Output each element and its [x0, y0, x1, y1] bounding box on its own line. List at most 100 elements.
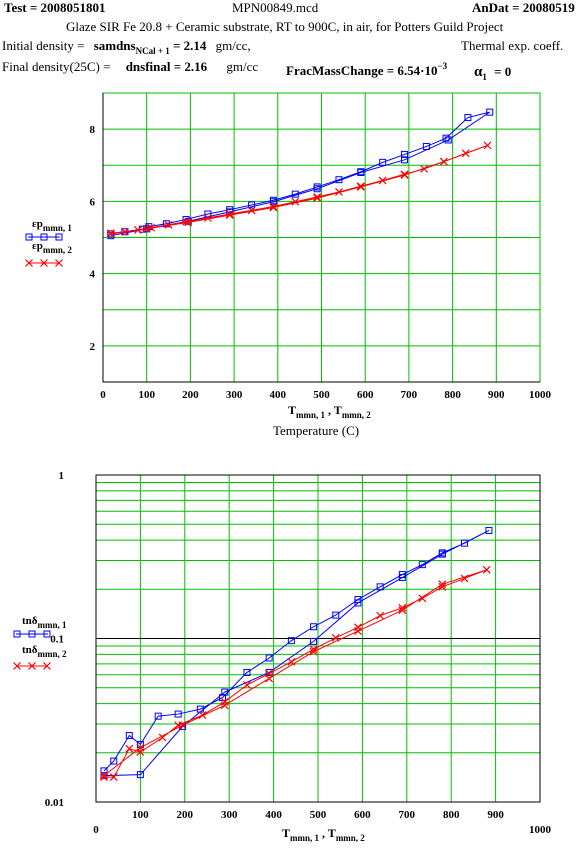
chart1-series-2-point — [291, 197, 300, 206]
chart1-series-1-point — [291, 190, 299, 198]
chart1-series-1-point — [269, 198, 277, 206]
final-density-label: Final density(25C) = dnsfinal = 2.16 gm/… — [2, 59, 259, 74]
test-id-label: Test = 2008051801 — [4, 0, 106, 15]
chart1-series-1-point — [464, 114, 472, 122]
chart1-series-2-point — [483, 141, 492, 150]
chart1-y-tick-label: 2 — [90, 341, 96, 353]
chart2-series-2-point — [287, 657, 296, 666]
chart1-series-2-point — [134, 225, 142, 234]
chart1-y-tick-label: 8 — [90, 124, 96, 136]
chart1-series-1-point — [204, 210, 212, 218]
chart2-series-2-point — [109, 773, 118, 782]
initial-density-label: Initial density = samdnsNCal + 1 = 2.14 … — [2, 38, 251, 56]
chart1-x-tick-label: 300 — [226, 389, 243, 401]
chart1-series-2-point — [247, 206, 256, 215]
chart2-x-tick-label: 100 — [132, 809, 149, 821]
chart2-legend-sample-1-marker-1 — [28, 630, 36, 638]
chart2-series-2-point — [220, 701, 229, 710]
chart2-series-2-point — [265, 674, 274, 683]
chart1-series-2-point — [225, 210, 234, 218]
description-label: Glaze SIR Fe 20.8 + Ceramic substrate, R… — [66, 19, 504, 34]
analysis-date-label: AnDat = 20080519 — [472, 0, 575, 15]
chart1-series-2-point — [356, 183, 365, 191]
chart2-series-2-point — [243, 681, 251, 689]
chart1-series-2-point — [203, 214, 212, 222]
chart1-series-2-point — [335, 188, 343, 196]
chart2-series-1-point — [221, 688, 229, 696]
chart2-series-1-point — [376, 583, 384, 591]
chart2-series-1-point — [243, 668, 251, 676]
chart1-series-1-point — [444, 136, 452, 144]
file-name-label: MPN00849.mcd — [232, 0, 319, 15]
chart2-series-2-point — [309, 645, 318, 654]
chart1-series-2-point — [420, 164, 429, 173]
chart2-series-2-point — [398, 603, 407, 612]
chart2-series-2-point — [460, 574, 469, 583]
chart1-x-tick-label: 400 — [270, 389, 287, 401]
chart2-series-1-point — [219, 694, 227, 702]
chart1-legend-sample-2-marker-1 — [40, 259, 48, 267]
chart1-legend-sample-1-marker-2 — [55, 233, 63, 241]
chart1-x-tick-label: 200 — [182, 389, 199, 401]
chart2-series-1-point — [438, 550, 446, 558]
chart2-legend-sample-1-marker-2 — [43, 630, 51, 638]
chart2-legend-sample-2-marker-1 — [28, 662, 36, 670]
chart2-series-2-point — [100, 773, 108, 782]
chart1-series-1-point — [422, 142, 430, 150]
chart1-series-2-point — [184, 218, 193, 227]
chart2-x-tick-label: 300 — [221, 809, 238, 821]
chart2-series-1-point — [100, 767, 108, 775]
chart1-y-tick-label: 4 — [90, 269, 96, 281]
chart1-series-2-point — [182, 218, 190, 226]
chart2-series-1-point — [287, 637, 295, 645]
chart2-x-end-label-max: 1000 — [529, 824, 552, 836]
chart1-series-2-point — [269, 202, 278, 211]
chart2-legend-label-1: tnδmmn, 1 — [22, 615, 67, 630]
alpha-label: α1 = 0 — [474, 64, 512, 82]
frac-mass-change-label: FracMassChange = 6.54·10−3 — [286, 61, 448, 78]
chart1-series-2-point — [120, 227, 129, 236]
thermal-exp-label: Thermal exp. coeff. — [461, 38, 564, 53]
chart1-series-2-point — [269, 203, 278, 212]
chart2-legend-sample-2-marker-0 — [13, 662, 21, 670]
chart2-series-1-point — [398, 574, 406, 582]
chart2-legend-sample-2-marker-2 — [43, 662, 51, 670]
chart1-legend-sample-2-marker-2 — [55, 259, 63, 267]
chart1-series-1-point — [442, 134, 450, 142]
chart1-series-1-line — [110, 111, 491, 237]
chart1-legend-sample-1-marker-1 — [40, 233, 48, 241]
chart2-x-end-label-min: 0 — [93, 824, 99, 836]
chart2-series-2-point — [354, 623, 362, 632]
chart2-series-1-point — [174, 710, 182, 718]
chart1-x-tick-label: 0 — [100, 389, 106, 401]
chart2-series-2-point — [220, 697, 229, 706]
chart2-x-tick-label: 700 — [399, 809, 416, 821]
chart2-series-2-line — [103, 569, 487, 778]
chart1-legend-label-2: εpmmn, 2 — [32, 240, 72, 255]
chart2-x-tick-label: 900 — [487, 809, 504, 821]
chart1-x-axis-label-2: Temperature (C) — [273, 423, 360, 438]
chart2-series-2-point — [482, 565, 491, 574]
chart2-series-2-point — [418, 594, 427, 603]
chart2-series-2-point — [331, 633, 340, 642]
chart2-series-2-point — [438, 580, 447, 589]
chart2-series-2-point — [125, 744, 134, 753]
chart1-series-2-point — [313, 193, 322, 201]
chart1-series-1-point — [379, 158, 387, 166]
chart2-y-tick-label: 0.01 — [45, 797, 64, 809]
chart2-x-axis-label: Tmmn, 1 , Tmmn, 2 — [282, 826, 365, 843]
chart2-series-2-point — [309, 647, 318, 656]
chart2-series-2-point — [398, 606, 407, 615]
chart2-series-1-point — [154, 712, 162, 720]
chart2-series-2-point — [158, 733, 167, 742]
chart1-x-tick-label: 100 — [138, 389, 155, 401]
chart1-y-tick-label: 6 — [90, 196, 96, 208]
chart2-series-1-point — [310, 623, 318, 631]
chart1-x-tick-label: 600 — [357, 389, 374, 401]
chart2-series-2-point — [438, 582, 447, 591]
chart2-series-1-point — [110, 757, 118, 765]
chart1-series-1-point — [248, 201, 256, 209]
chart1-series-2-point — [164, 220, 173, 229]
chart1-legend-sample-2-marker-0 — [25, 259, 33, 267]
